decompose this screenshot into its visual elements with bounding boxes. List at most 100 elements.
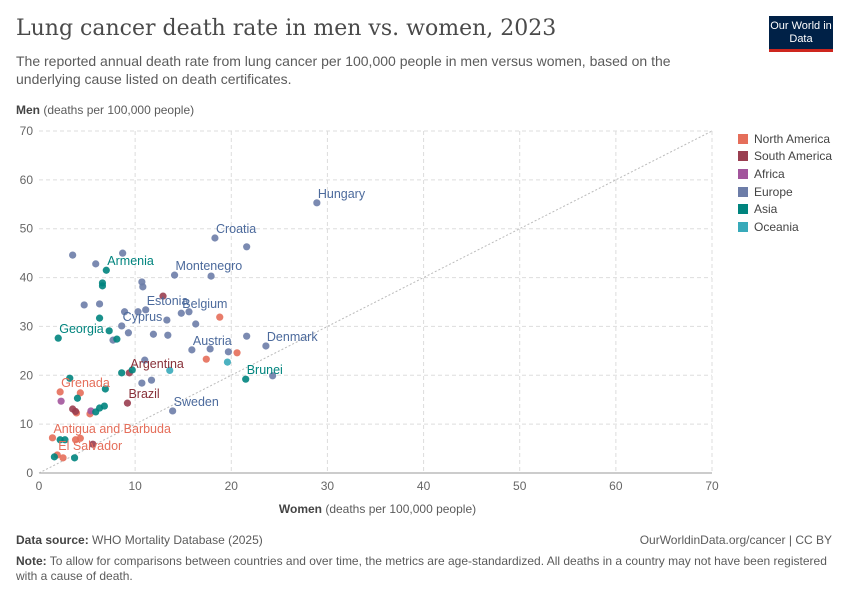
data-point (118, 322, 126, 330)
chart-subtitle: The reported annual death rate from lung… (16, 53, 671, 87)
point-label: Belgium (182, 297, 227, 311)
y-tick-label: 60 (20, 173, 34, 187)
legend-swatch (738, 221, 748, 232)
data-point (206, 345, 214, 353)
data-point (202, 355, 210, 363)
data-point (54, 334, 62, 342)
x-tick-label: 70 (705, 479, 719, 493)
data-point (102, 266, 110, 274)
data-source: Data source: WHO Mortality Database (202… (16, 533, 263, 547)
legend-swatch (738, 204, 748, 215)
point-label: Brunei (247, 363, 283, 377)
data-point (56, 388, 64, 396)
data-point (71, 407, 80, 416)
data-point (188, 346, 196, 354)
data-point (192, 320, 200, 328)
data-point (242, 375, 250, 383)
data-point (66, 374, 74, 382)
data-point (70, 454, 79, 462)
source-link[interactable]: OurWorldinData.org/cancer | CC BY (639, 533, 832, 547)
data-point (113, 335, 121, 343)
owid-logo[interactable]: Our World in Data (769, 16, 833, 52)
data-point (105, 327, 113, 335)
y-tick-label: 50 (20, 222, 34, 236)
x-tick-label: 30 (321, 479, 335, 493)
data-point (185, 308, 193, 316)
x-tick-label: 10 (128, 479, 142, 493)
point-label: Antigua and Barbuda (53, 422, 171, 436)
legend-label: Oceania (754, 219, 799, 234)
y-tick-label: 30 (20, 319, 34, 333)
y-tick-label: 10 (20, 417, 34, 431)
legend-item[interactable]: Asia (738, 200, 832, 218)
x-axis-label-rest: (deaths per 100,000 people) (322, 502, 477, 516)
y-tick-label: 40 (20, 271, 34, 285)
data-point (170, 271, 179, 279)
legend-item[interactable]: Oceania (738, 218, 832, 236)
point-label: Sweden (174, 395, 219, 409)
legend-swatch (738, 133, 748, 144)
point-label: Brazil (128, 387, 159, 401)
data-point (262, 342, 270, 350)
data-point (76, 434, 84, 442)
data-point (69, 251, 77, 259)
data-point (216, 313, 224, 321)
point-label: Hungary (318, 187, 366, 201)
data-point (142, 306, 150, 314)
legend-swatch (738, 168, 748, 179)
source-label: Data source: (16, 533, 89, 547)
data-point (128, 366, 136, 374)
point-label: Georgia (59, 322, 104, 336)
legend-item[interactable]: Africa (738, 165, 832, 183)
data-point (119, 249, 127, 257)
reference-line-y-equals-x (38, 130, 713, 474)
point-label: Croatia (216, 222, 256, 236)
data-point (207, 272, 215, 280)
y-axis-label: Men (deaths per 100,000 people) (16, 103, 194, 117)
data-point (166, 366, 174, 374)
data-point (269, 372, 277, 380)
data-point (101, 385, 109, 393)
legend-label: Europe (754, 184, 793, 199)
legend-item[interactable]: Europe (738, 183, 832, 201)
point-label: Argentina (130, 357, 184, 371)
data-point (59, 454, 67, 462)
data-point (223, 358, 232, 366)
data-point (138, 379, 146, 387)
data-point (141, 356, 149, 364)
data-point (224, 348, 233, 356)
data-point (89, 440, 97, 448)
source-text[interactable]: WHO Mortality Database (2025) (88, 533, 263, 547)
legend: North America South America Africa Europe As… (738, 130, 832, 236)
point-label: Austria (193, 334, 232, 348)
data-point (313, 199, 321, 207)
x-tick-label: 50 (513, 479, 527, 493)
chart-title: Lung cancer death rate in men vs. women,… (16, 16, 557, 41)
data-point (118, 369, 126, 377)
x-tick-label: 40 (417, 479, 431, 493)
data-point (177, 309, 185, 317)
legend-label: Asia (754, 202, 778, 217)
data-point (163, 316, 171, 324)
legend-item[interactable]: North America (738, 130, 832, 148)
note-label: Note: (16, 554, 47, 568)
legend-swatch (738, 186, 748, 197)
data-point (123, 399, 132, 407)
data-point (95, 314, 104, 322)
data-point (98, 282, 107, 290)
legend-swatch (738, 151, 748, 162)
note: Note: To allow for comparisons between c… (16, 554, 836, 584)
data-point (92, 260, 100, 268)
note-text: To allow for comparisons between countri… (16, 554, 827, 583)
point-label: Grenada (61, 376, 110, 390)
data-point (149, 330, 158, 338)
data-point (233, 349, 241, 357)
point-label: Armenia (107, 254, 154, 268)
data-point (48, 434, 57, 442)
data-point (76, 389, 84, 397)
legend-item[interactable]: South America (738, 148, 832, 166)
point-label: Denmark (267, 330, 318, 344)
data-point (124, 329, 133, 337)
